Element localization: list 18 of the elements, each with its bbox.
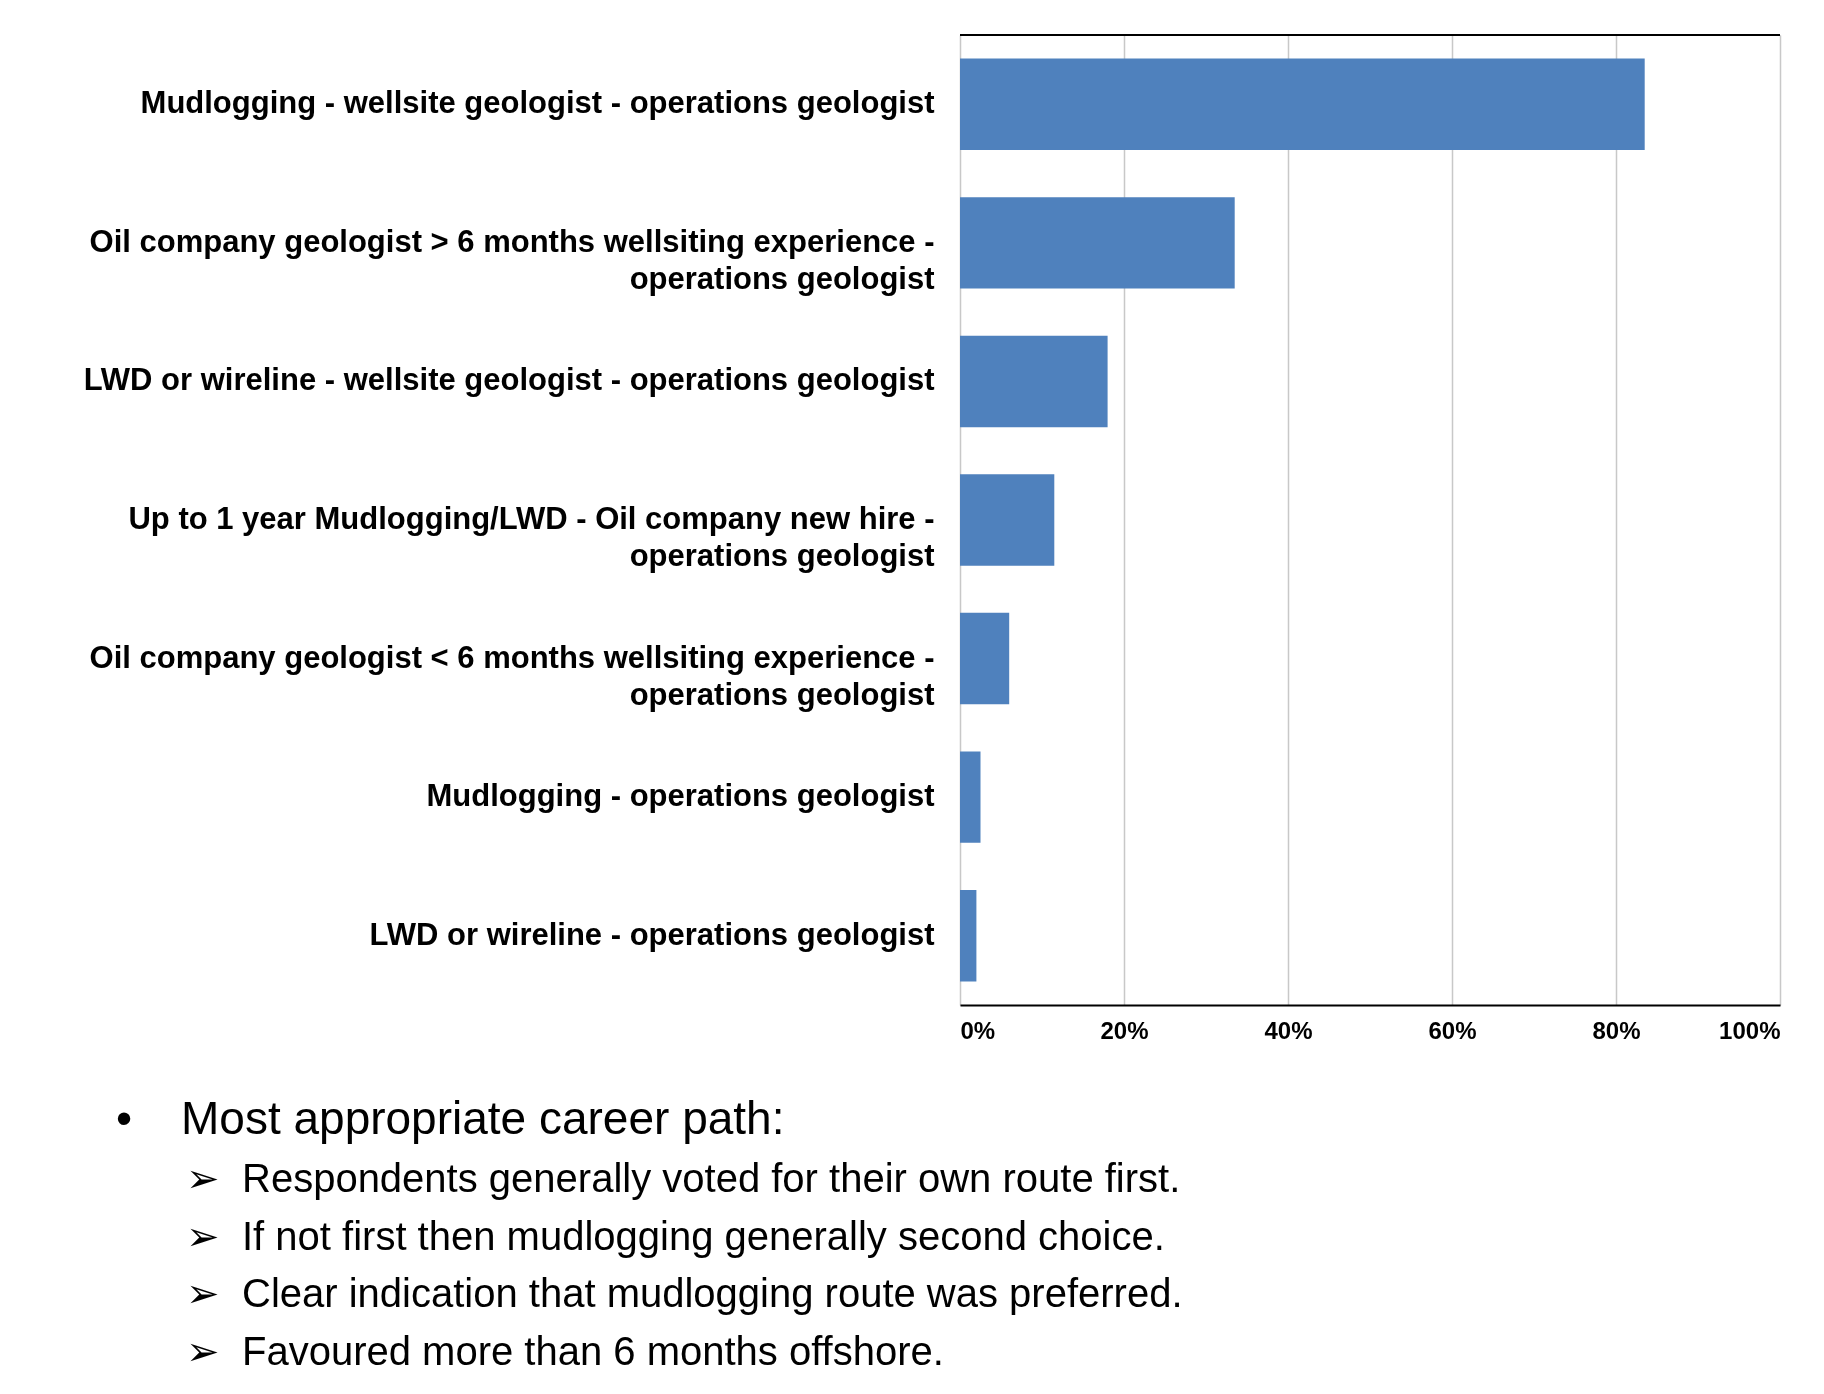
x-tick-label: 20%: [1100, 1016, 1149, 1044]
y-tick-label: Oil company geologist > 6 months wellsiting experience - operations geologist: [89, 223, 935, 296]
x-tick-label: 60%: [1428, 1016, 1477, 1044]
y-tick-label: Up to 1 year Mudlogging/LWD - Oil company new hire - operations geologist: [128, 501, 935, 573]
text: ➢ Clear indication that mudlogging route was preferred.: [186, 1271, 1183, 1316]
text: • Most appropriate career path:: [116, 1092, 785, 1144]
y-tick-label: Oil company geologist < 6 months wellsiting experience - operations geologist: [89, 639, 935, 712]
text: ➢ Favoured more than 6 months offshore.: [186, 1329, 944, 1374]
text: ➢ If not first then mudlogging generally second choice.: [186, 1213, 1165, 1258]
y-tick-label: LWD or wireline - wellsite geologist - operations geologist: [83, 362, 935, 398]
text: ➢ Respondents generally voted for their own route first.: [186, 1156, 1181, 1200]
y-tick-label: Mudlogging - wellsite geologist - operations geologist: [140, 85, 935, 121]
x-tick-label: 40%: [1264, 1016, 1313, 1044]
x-tick-label: 100%: [1719, 1016, 1781, 1044]
y-tick-label: Mudlogging - operations geologist: [426, 778, 935, 814]
x-tick-label: 0%: [960, 1016, 996, 1044]
y-tick-label: LWD or wireline - operations geologist: [369, 916, 935, 952]
x-tick-label: 80%: [1592, 1016, 1641, 1044]
